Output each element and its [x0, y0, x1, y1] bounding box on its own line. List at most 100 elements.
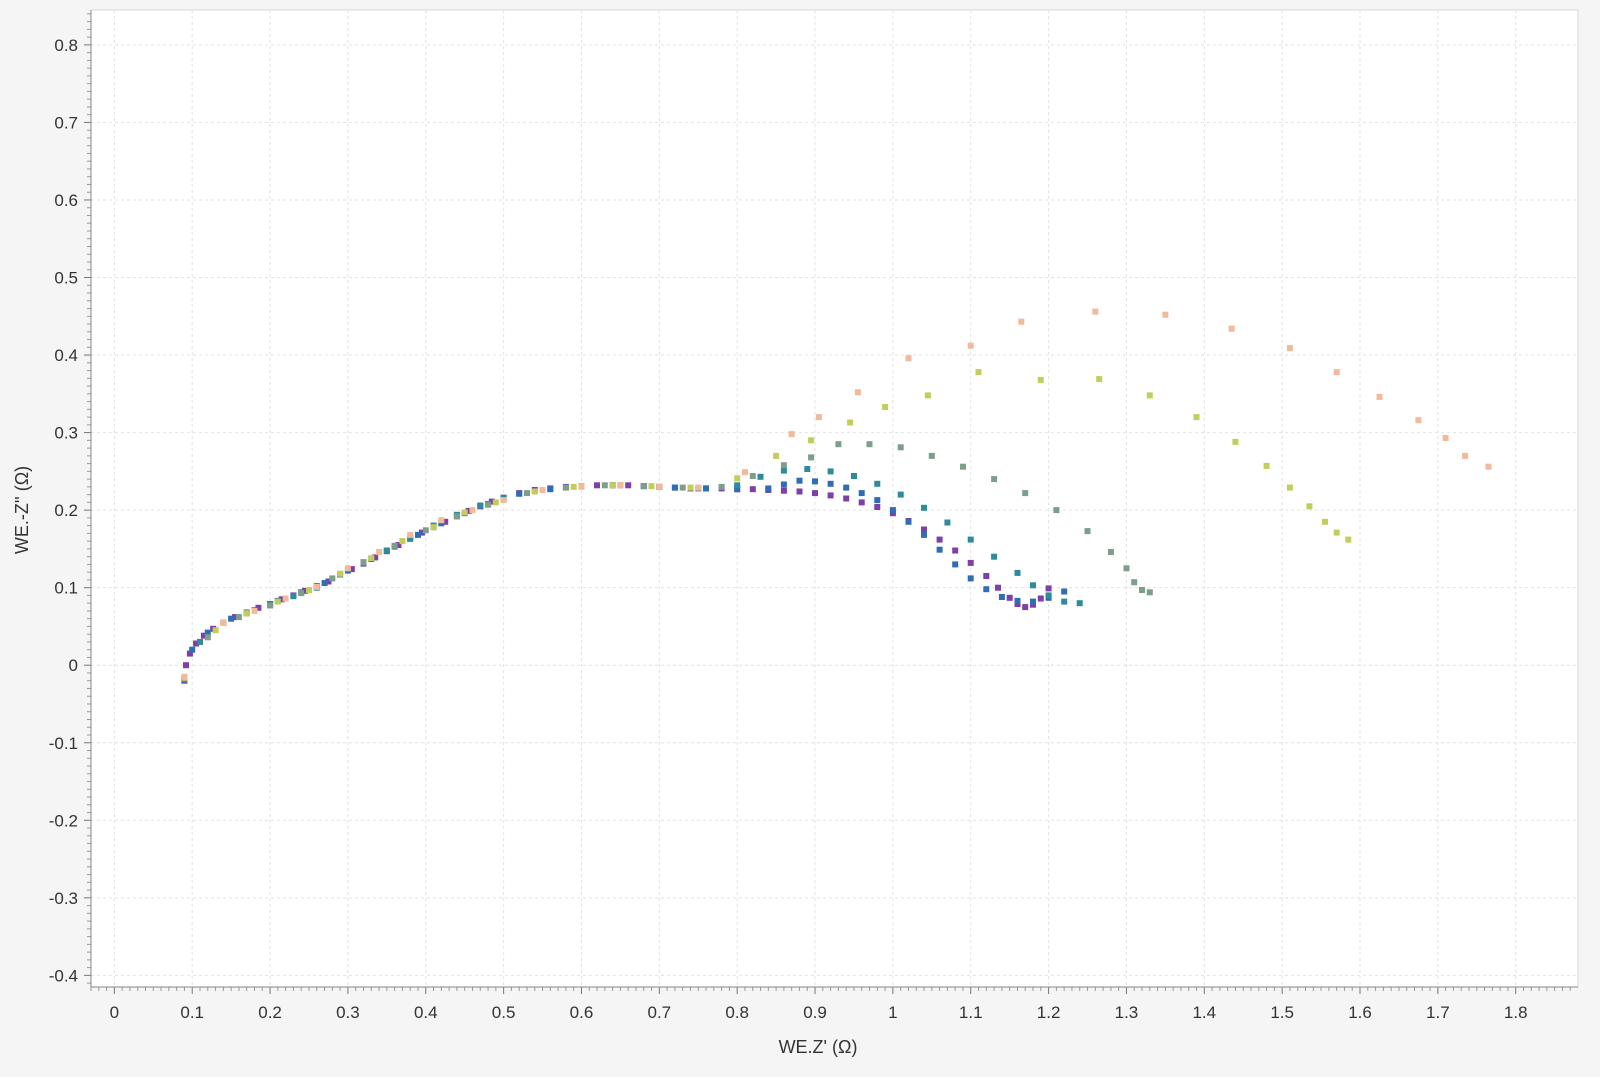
data-point-series-1: [995, 584, 1001, 591]
data-point-series-2: [547, 486, 554, 493]
x-tick-label: 0.4: [414, 1003, 438, 1022]
y-tick-label: 0.8: [54, 36, 78, 55]
data-point-series-2: [998, 594, 1005, 600]
data-point-series-2: [858, 490, 865, 497]
data-point-series-2: [321, 580, 328, 586]
data-point-series-2: [812, 478, 818, 485]
data-point-series-6: [539, 487, 546, 493]
data-point-series-2: [1014, 597, 1021, 604]
data-point-series-1: [594, 482, 600, 489]
x-tick-label: 0.9: [803, 1003, 827, 1022]
y-tick-label: 0.6: [54, 191, 78, 210]
data-point-series-1: [302, 587, 309, 594]
data-point-series-5: [609, 482, 616, 489]
y-tick-label: -0.1: [49, 734, 78, 753]
data-point-series-2: [780, 481, 787, 488]
data-point-series-5: [306, 587, 312, 593]
y-tick-label: 0.4: [54, 346, 78, 365]
data-point-series-1: [936, 536, 943, 543]
data-point-series-6: [1092, 308, 1099, 315]
data-point-series-6: [1228, 325, 1235, 332]
data-point-series-6: [438, 517, 445, 524]
y-tick-label: -0.2: [49, 811, 78, 830]
data-point-series-1: [952, 547, 959, 554]
data-point-series-6: [1442, 435, 1449, 441]
data-point-series-2: [983, 586, 990, 593]
data-point-series-6: [220, 619, 227, 626]
data-point-series-3: [897, 491, 904, 498]
data-point-series-6: [1415, 417, 1422, 424]
data-point-series-1: [874, 504, 881, 510]
data-point-series-2: [671, 484, 678, 491]
data-point-series-2: [1030, 598, 1036, 605]
data-point-series-2: [703, 485, 709, 492]
data-point-series-6: [695, 484, 702, 491]
data-point-series-1: [348, 566, 355, 573]
data-point-series-6: [1462, 452, 1469, 459]
data-point-series-4: [453, 513, 460, 520]
data-point-series-5: [399, 538, 406, 545]
plot-area: [90, 9, 1579, 988]
data-point-series-3: [383, 547, 390, 554]
data-point-series-1: [921, 526, 927, 533]
x-tick-label: 1: [888, 1003, 897, 1022]
data-point-series-1: [200, 632, 207, 639]
y-tick-label: 0.2: [54, 501, 78, 520]
data-point-series-4: [235, 614, 242, 621]
x-tick-label: 0.8: [725, 1003, 749, 1022]
data-point-series-5: [243, 610, 250, 617]
data-point-series-4: [1084, 528, 1091, 535]
data-point-series-3: [407, 535, 414, 541]
data-point-series-6: [251, 607, 258, 614]
data-point-series-5: [1322, 518, 1328, 525]
data-point-series-2: [796, 477, 803, 484]
data-point-series-4: [204, 634, 211, 641]
data-point-series-4: [960, 463, 966, 470]
x-tick-label: 0.7: [648, 1003, 672, 1022]
data-point-series-4: [991, 476, 998, 483]
data-point-series-5: [1037, 376, 1044, 383]
x-tick-label: 1.5: [1270, 1003, 1294, 1022]
data-point-series-2: [889, 507, 896, 514]
data-point-series-6: [656, 483, 663, 490]
data-point-series-1: [465, 507, 472, 514]
data-point-series-4: [1022, 490, 1029, 497]
y-tick-label: 0.7: [54, 113, 78, 132]
data-point-series-6: [815, 414, 822, 421]
data-point-series-2: [905, 518, 912, 525]
data-point-series-1: [967, 559, 974, 566]
data-point-series-4: [1053, 507, 1060, 514]
grid: [91, 10, 1578, 987]
data-point-series-1: [186, 650, 193, 657]
data-point-series-4: [928, 452, 935, 459]
data-point-series-6: [500, 497, 507, 504]
data-point-series-4: [1146, 589, 1153, 596]
data-point-series-6: [313, 583, 320, 590]
data-point-series-3: [827, 468, 834, 475]
data-point-series-5: [1306, 503, 1313, 510]
data-point-series-1: [1022, 604, 1029, 611]
data-point-series-3: [780, 467, 787, 474]
data-point-series-1: [1014, 601, 1021, 607]
data-point-series-6: [1376, 393, 1383, 400]
data-point-series-5: [212, 627, 219, 634]
data-point-series-5: [274, 598, 281, 605]
data-point-series-6: [1018, 318, 1025, 325]
data-point-series-5: [337, 570, 344, 577]
data-point-series-2: [952, 561, 959, 568]
data-point-series-5: [975, 369, 982, 376]
data-point-series-3: [477, 502, 484, 509]
data-point-series-6: [376, 549, 383, 555]
data-point-series-5: [773, 452, 780, 459]
data-point-series-4: [808, 454, 815, 461]
x-tick-label: 0.5: [492, 1003, 516, 1022]
data-point-series-1: [418, 529, 425, 536]
x-tick-label: 0.6: [570, 1003, 594, 1022]
data-point-series-5: [734, 475, 741, 482]
data-point-series-5: [1193, 414, 1200, 421]
data-point-series-6: [967, 342, 974, 349]
x-tick-label: 1.6: [1348, 1003, 1372, 1022]
y-tick-label: 0: [69, 656, 78, 675]
data-point-series-1: [372, 554, 379, 561]
